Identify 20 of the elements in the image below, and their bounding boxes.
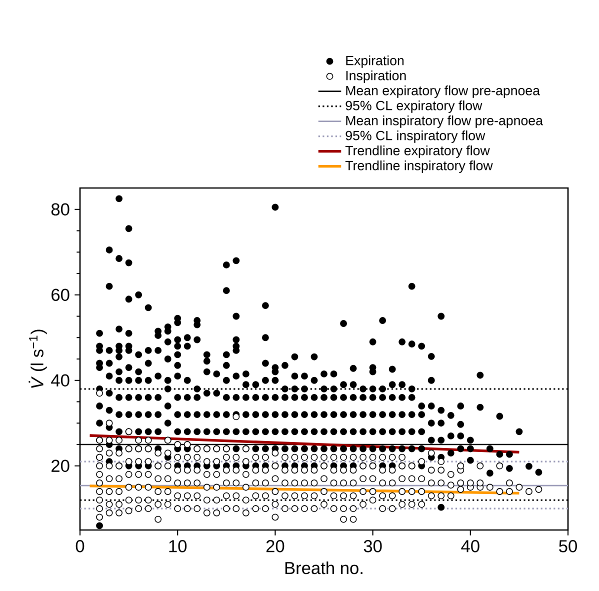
x-tick-label: 0 — [76, 540, 84, 552]
legend-label: 95% CL expiratory flow — [346, 100, 482, 113]
y-tick-label: 20 — [52, 460, 70, 472]
y-tick-label: 40 — [51, 374, 70, 386]
legend-label: Mean expiratory flow pre-apnoea — [346, 86, 540, 98]
legend-label: Inspiration — [346, 70, 406, 83]
y-tick-label: 80 — [51, 203, 70, 216]
x-tick-label: 40 — [461, 540, 480, 552]
legend-label: Mean inspiratory flow pre-apnoea — [346, 115, 543, 128]
x-tick-label: 30 — [364, 540, 382, 552]
y-axis-title: V̇ (l s$^{−1}$) — [28, 330, 47, 388]
legend-label: Trendline expiratory flow — [345, 145, 490, 158]
x-tick-label: 10 — [169, 540, 187, 552]
x-axis-title: Breath no. — [285, 561, 362, 574]
legend-label: Expiration — [346, 56, 404, 68]
legend-label: 95% CL inspiratory flow — [346, 130, 486, 143]
y-tick-label: 60 — [52, 288, 70, 301]
x-tick-label: 20 — [266, 540, 284, 552]
legend-label: Trendline inspiratory flow — [345, 160, 493, 173]
x-tick-label: 50 — [559, 540, 577, 552]
